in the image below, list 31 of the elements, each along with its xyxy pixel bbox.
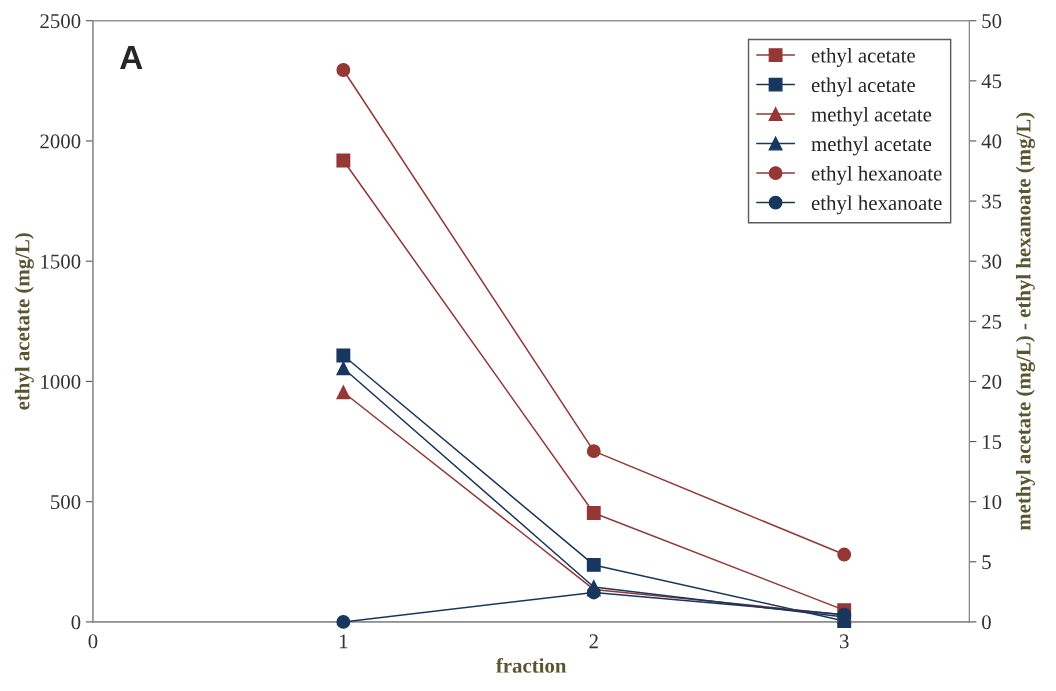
x-tick-label: 0 (88, 634, 98, 649)
y-tick-label: 0 (71, 615, 81, 630)
legend-label: ethyl acetate (811, 47, 915, 67)
annotation: A (120, 46, 143, 69)
legend-label: ethyl hexanoate (811, 165, 942, 185)
x-axis-title: fraction (496, 657, 567, 673)
x-tick-label: 2 (589, 634, 598, 649)
y2-tick-label: 15 (983, 435, 1002, 449)
legend-label: ethyl hexanoate (811, 195, 942, 215)
y2-axis-title: methyl acetate (mg/L) - ethyl hexanoate (mg/L) (1015, 112, 1035, 531)
x-tick-label: 1 (339, 634, 348, 649)
y-tick-label: 1500 (41, 254, 81, 269)
y-tick-label: 1000 (41, 374, 81, 389)
legend-label: methyl acetate (811, 136, 932, 156)
y-tick-label: 2000 (40, 134, 81, 149)
y2-tick-label: 50 (982, 14, 1002, 29)
y-tick-label: 500 (51, 495, 81, 510)
legend-label: ethyl acetate (811, 77, 915, 97)
y2-tick-label: 20 (982, 374, 1002, 389)
y2-tick-label: 10 (983, 495, 1002, 510)
y-axis-title: ethyl acetate (mg/L) (14, 233, 34, 410)
x-tick-label: 3 (839, 634, 849, 649)
y2-tick-label: 5 (982, 555, 991, 570)
y-tick-label: 2500 (40, 14, 81, 29)
y2-tick-label: 30 (982, 254, 1002, 269)
y2-tick-label: 35 (982, 194, 1002, 209)
y2-tick-label: 40 (981, 134, 1002, 149)
y2-tick-label: 25 (982, 314, 1002, 329)
y2-tick-label: 45 (981, 74, 1002, 89)
y2-tick-label: 0 (982, 615, 991, 630)
legend-label: methyl acetate (811, 106, 932, 126)
